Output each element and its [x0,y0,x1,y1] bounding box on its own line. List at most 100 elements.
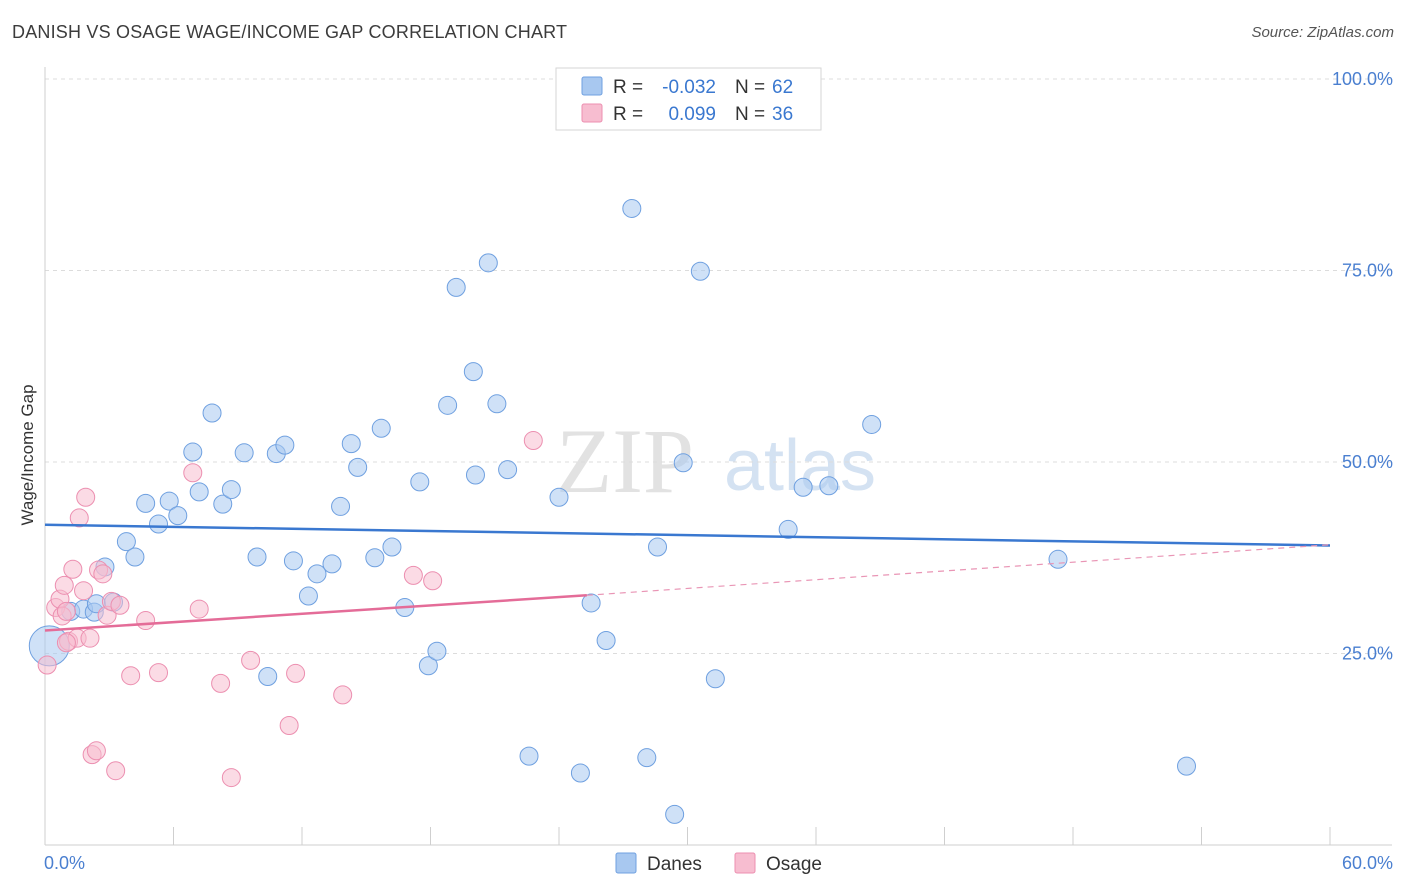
osage-point [241,650,261,670]
osage-point [121,666,141,686]
danes-point [322,554,342,574]
osage-point [106,761,126,781]
osage-point [86,741,106,761]
osage-point [37,655,57,675]
danes-point [1177,756,1197,776]
legend-label: Osage [766,854,822,875]
danes-point [348,457,368,477]
danes-point [371,418,391,438]
osage-point [286,663,306,683]
x-tick-label-min: 0.0% [44,853,85,873]
watermark-zip: ZIP [556,410,694,512]
stats-n-label: N = [735,104,765,125]
osage-point [56,633,76,653]
danes-point [341,434,361,454]
danes-point [673,453,693,473]
danes-point [438,395,458,415]
osage-point [403,565,423,585]
osage-point [80,628,100,648]
watermark: ZIP atlas [556,410,876,512]
x-tick-label-max: 60.0% [1342,853,1393,873]
stats-n-label: N = [735,77,765,98]
osage-point [333,685,353,705]
legend-swatch [734,852,756,874]
osage-point [523,431,543,451]
danes-point [705,669,725,689]
osage-point [54,575,74,595]
danes-point [382,537,402,557]
osage-point [69,508,89,528]
danes-point [189,482,209,502]
osage-trend-extension [586,544,1331,596]
danes-point [648,537,668,557]
stats-r-label: R = [613,77,643,98]
osage-point [93,564,113,584]
osage-point [189,599,209,619]
danes-point [427,641,447,661]
stats-swatch [581,103,603,123]
stats-swatch [581,76,603,96]
danes-point [637,748,657,768]
danes-point [463,362,483,382]
danes-point [478,253,498,273]
osage-point [221,768,241,788]
danes-point [116,532,136,552]
danes-point [183,442,203,462]
danes-point [690,261,710,281]
danes-point [410,472,430,492]
stats-legend: R = -0.032 N = 62 R = 0.099 N = 36 [555,67,822,131]
osage-point [149,663,169,683]
danes-point [549,487,569,507]
danes-point [283,551,303,571]
grid [45,78,1392,654]
osage-point [136,611,156,631]
stats-r-value: -0.032 [662,77,716,98]
ticks: 100.0% 75.0% 50.0% 25.0% 0.0% 60.0% [44,69,1393,873]
osage-point [211,673,231,693]
y-tick-label: 100.0% [1332,69,1393,89]
danes-point [365,548,385,568]
data-points [28,198,1197,824]
danes-point [1048,549,1068,569]
stats-n-value: 36 [772,104,793,125]
danes-point [275,435,295,455]
danes-point [570,763,590,783]
stats-r-value: 0.099 [668,104,716,125]
danes-point [234,443,254,463]
osage-point [423,571,443,591]
osage-point [63,559,83,579]
danes-point [125,547,145,567]
osage-point [56,601,76,621]
axes [44,67,1392,846]
danes-point [202,403,222,423]
danes-point [446,277,466,297]
danes-point [298,586,318,606]
danes-point [221,480,241,500]
danes-point [498,460,518,480]
danes-point [159,491,179,511]
danes-trend-line [44,523,1331,547]
osage-trend-line [44,594,587,632]
chart-title: DANISH VS OSAGE WAGE/INCOME GAP CORRELAT… [12,22,568,42]
danes-point [819,476,839,496]
danes-point [247,547,267,567]
source-label: Source: ZipAtlas.com [1251,24,1394,41]
danes-point [862,414,882,434]
danes-point [465,465,485,485]
danes-point [331,496,351,516]
danes-point [213,494,233,514]
y-tick-label: 50.0% [1342,452,1393,472]
danes-point [168,506,188,526]
stats-n-value: 62 [772,77,793,98]
y-tick-label: 25.0% [1342,644,1393,664]
danes-point [793,477,813,497]
osage-point [74,581,94,601]
danes-point [136,493,156,513]
osage-point [110,595,130,615]
danes-point [149,514,169,534]
danes-point [665,804,685,824]
legend-swatch [615,852,637,874]
osage-point [279,716,299,736]
trend-lines [44,523,1331,632]
